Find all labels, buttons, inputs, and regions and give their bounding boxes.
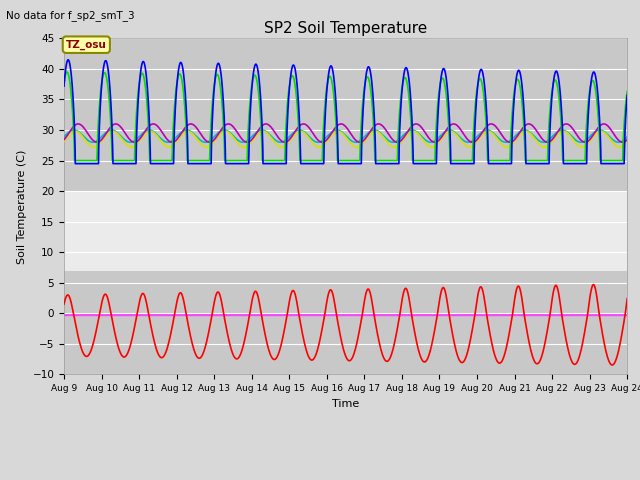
Bar [64,38,627,191]
Legend: sp2_Tsurface, sp2_smT_1, sp2_smT_2, sp2_smT_4, sp2_smT_5, sp2_smT_6, sp2_smT_7: sp2_Tsurface, sp2_smT_1, sp2_smT_2, sp2_… [24,475,549,480]
Bar [64,271,627,374]
Y-axis label: Soil Temperature (C): Soil Temperature (C) [17,149,27,264]
Text: No data for f_sp2_smT_3: No data for f_sp2_smT_3 [6,10,135,21]
Text: TZ_osu: TZ_osu [66,39,107,50]
X-axis label: Time: Time [332,399,359,408]
Title: SP2 Soil Temperature: SP2 Soil Temperature [264,21,428,36]
